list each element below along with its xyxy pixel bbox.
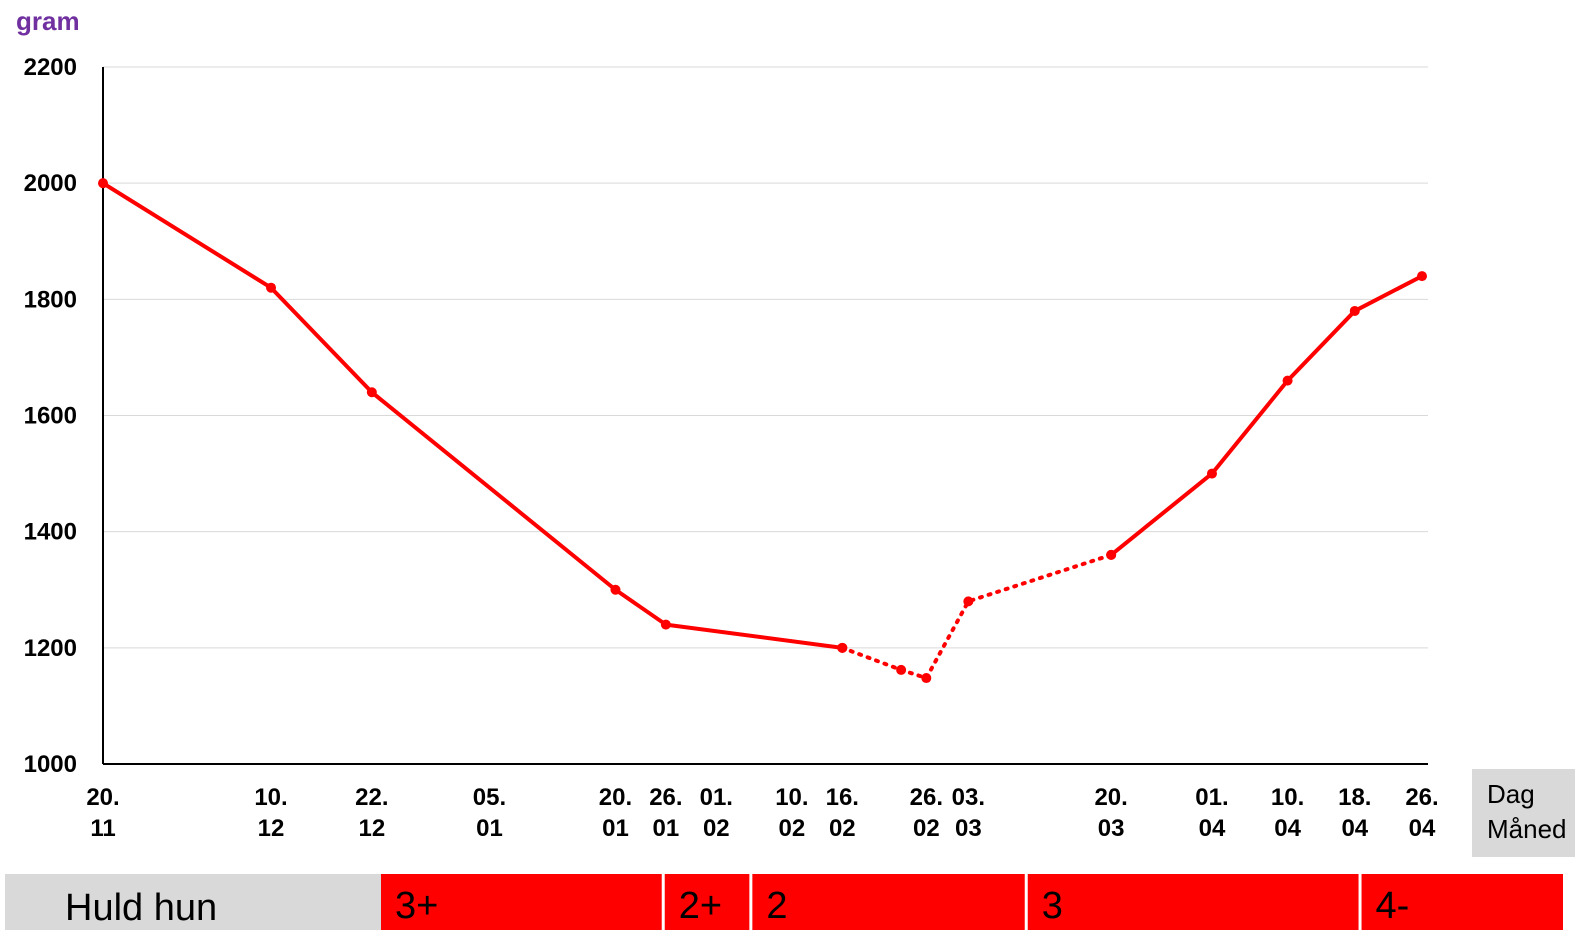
x-tick-month-15: 04 <box>1409 815 1436 842</box>
data-point-1-1 <box>896 664 907 675</box>
series-line-1 <box>840 552 1114 681</box>
x-tick-month-8: 02 <box>829 815 856 842</box>
condition-segment-label-3: 3 <box>1042 885 1063 927</box>
y-tick-1400: 1400 <box>24 519 77 546</box>
x-tick-month-14: 04 <box>1341 815 1368 842</box>
x-tick-month-3: 01 <box>476 815 503 842</box>
x-tick-month-0: 11 <box>90 815 115 842</box>
data-point-2-3 <box>1349 305 1360 316</box>
x-tick-month-9: 02 <box>913 815 940 842</box>
x-tick-day-7: 10. <box>775 784 808 811</box>
x-tick-day-12: 01. <box>1195 784 1228 811</box>
x-tick-day-13: 10. <box>1271 784 1304 811</box>
grid-lines <box>103 66 1428 649</box>
y-tick-labels: 1000 1200 1400 1600 1800 2000 2200 <box>24 54 77 778</box>
y-tick-2000: 2000 <box>24 170 77 197</box>
x-axis-legend-month: Måned <box>1487 814 1567 844</box>
x-tick-labels: 20. 11 10. 12 22. 12 05. 01 20. 01 26. 01 01. 02 10. 02… <box>86 784 1438 842</box>
x-tick-day-9: 26. <box>910 784 943 811</box>
condition-segment-label-4: 4- <box>1376 885 1410 927</box>
x-tick-month-2: 12 <box>358 815 385 842</box>
x-tick-month-6: 02 <box>703 815 730 842</box>
condition-segment-3 <box>1027 874 1359 930</box>
data-point-1-0 <box>837 642 848 653</box>
data-point-2-1 <box>1206 468 1217 479</box>
condition-segment-1 <box>664 874 750 930</box>
series-lines <box>101 181 1424 681</box>
x-tick-month-11: 03 <box>1098 815 1125 842</box>
x-tick-month-5: 01 <box>653 815 680 842</box>
condition-segment-4 <box>1361 874 1563 930</box>
data-point-2-4 <box>1417 271 1427 282</box>
condition-segment-label-0: 3+ <box>395 885 438 927</box>
x-tick-day-1: 10. <box>254 784 287 811</box>
data-point-1-3 <box>963 596 974 607</box>
y-axis-unit-label: gram <box>16 6 80 36</box>
data-point-2-0 <box>1106 549 1117 560</box>
condition-bar-title-background <box>5 874 381 930</box>
x-axis-legend-day: Dag <box>1487 779 1535 809</box>
y-tick-1600: 1600 <box>24 403 77 430</box>
condition-segment-2 <box>752 874 1025 930</box>
data-point-0-1 <box>266 282 277 293</box>
condition-bar: Huld hun 3+ 2+ 2 3 4- <box>5 874 1563 930</box>
data-point-0-4 <box>660 619 671 630</box>
condition-segment-label-2: 2 <box>766 885 787 927</box>
data-points <box>98 178 1427 684</box>
x-tick-day-4: 20. <box>599 784 632 811</box>
y-tick-1200: 1200 <box>24 635 77 662</box>
x-tick-month-7: 02 <box>779 815 806 842</box>
x-axis-legend-box: Dag Måned <box>1472 769 1575 857</box>
data-point-0-3 <box>610 584 621 595</box>
y-tick-1000: 1000 <box>24 751 77 778</box>
data-point-2-2 <box>1282 375 1293 386</box>
x-tick-month-4: 01 <box>602 815 629 842</box>
condition-segment-label-1: 2+ <box>679 885 722 927</box>
data-point-1-2 <box>921 673 932 684</box>
x-tick-month-10: 03 <box>955 815 982 842</box>
condition-segment-0 <box>381 874 662 930</box>
x-tick-month-1: 12 <box>258 815 285 842</box>
x-tick-day-15: 26. <box>1405 784 1438 811</box>
y-tick-2200: 2200 <box>24 54 77 81</box>
x-tick-day-11: 20. <box>1094 784 1127 811</box>
x-tick-month-13: 04 <box>1274 815 1301 842</box>
data-point-0-0 <box>98 178 108 189</box>
x-tick-day-0: 20. <box>86 784 119 811</box>
x-tick-day-5: 26. <box>649 784 682 811</box>
x-tick-day-14: 18. <box>1338 784 1371 811</box>
x-tick-day-10: 03. <box>952 784 985 811</box>
x-tick-day-3: 05. <box>473 784 506 811</box>
x-tick-day-8: 16. <box>826 784 859 811</box>
x-tick-day-6: 01. <box>700 784 733 811</box>
series-line-0 <box>101 181 845 650</box>
x-tick-day-2: 22. <box>355 784 388 811</box>
x-tick-month-12: 04 <box>1199 815 1226 842</box>
condition-bar-title: Huld hun <box>65 887 217 929</box>
data-point-0-2 <box>366 387 377 398</box>
y-tick-1800: 1800 <box>24 286 77 313</box>
x-axis-legend-background <box>1472 769 1575 857</box>
